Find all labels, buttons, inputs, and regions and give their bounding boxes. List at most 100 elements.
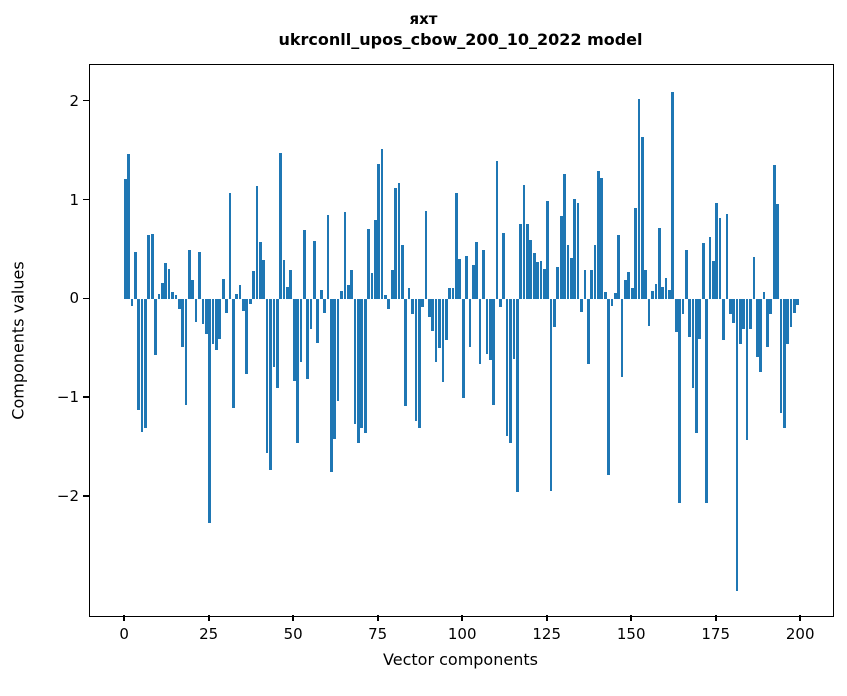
bar [313, 241, 316, 300]
bar [688, 299, 692, 338]
bar [269, 299, 272, 470]
bar [634, 208, 637, 300]
y-tick-mark [83, 495, 89, 498]
bar [201, 299, 205, 325]
bar [147, 235, 151, 300]
bar [597, 170, 600, 300]
y-tick-label: 1 [69, 190, 79, 209]
bar [384, 294, 387, 300]
bar [252, 270, 255, 300]
bar [681, 299, 685, 315]
bar [282, 259, 286, 300]
bar [211, 299, 215, 344]
bar [414, 299, 418, 422]
bar [735, 299, 739, 592]
bar [566, 245, 570, 300]
bar [492, 299, 495, 406]
bar [654, 283, 658, 300]
bar [167, 268, 171, 300]
x-axis-label: Vector components [383, 650, 538, 669]
bar [458, 258, 462, 300]
bar [417, 299, 421, 429]
bar [448, 287, 452, 300]
bar [573, 198, 577, 300]
bar [279, 153, 282, 300]
bar [725, 214, 729, 300]
bar [691, 299, 695, 389]
bar [275, 299, 279, 389]
bar [215, 299, 218, 350]
bar [742, 299, 746, 330]
y-tick-mark [83, 396, 89, 399]
x-tick-label: 175 [701, 625, 731, 643]
bar [346, 284, 350, 300]
x-tick-label: 50 [283, 625, 303, 643]
bar [363, 299, 367, 433]
bar [728, 299, 732, 315]
bar [553, 299, 556, 328]
bar [411, 299, 414, 315]
bar [319, 289, 323, 300]
bar [248, 299, 252, 305]
x-tick-label: 200 [785, 625, 815, 643]
bar [255, 185, 259, 300]
bar [769, 299, 773, 315]
bar [509, 299, 512, 443]
bar [400, 245, 404, 300]
plot-area [89, 64, 834, 617]
bar [174, 294, 178, 300]
bar [475, 242, 479, 300]
bar [333, 299, 337, 439]
x-tick-mark [207, 615, 210, 621]
bar [157, 293, 161, 300]
bar [624, 279, 627, 300]
bar [465, 255, 468, 300]
bar [485, 299, 489, 354]
bar [536, 261, 539, 300]
bar [323, 299, 326, 314]
bar [302, 230, 306, 300]
bar [711, 260, 715, 300]
bar [593, 245, 597, 300]
bar [208, 299, 211, 523]
bar [698, 299, 702, 339]
bar [640, 137, 644, 300]
bar [532, 252, 536, 300]
bar [580, 299, 583, 313]
bar [546, 200, 550, 300]
x-tick-mark [545, 615, 548, 621]
bar [444, 299, 448, 340]
bar [755, 299, 759, 357]
bar [191, 279, 195, 300]
bar [380, 149, 384, 300]
bar [123, 178, 127, 300]
bar [586, 299, 590, 364]
bar [539, 260, 543, 300]
bar [674, 299, 678, 333]
bar [559, 216, 563, 300]
bar [651, 290, 654, 300]
bar [563, 173, 566, 300]
bar [262, 259, 266, 300]
bar [759, 299, 762, 372]
bar [245, 299, 249, 374]
x-tick-mark [376, 615, 379, 621]
bar [377, 163, 381, 300]
bar [701, 243, 705, 300]
bar [796, 299, 800, 306]
bar [789, 299, 793, 328]
y-tick-mark [83, 198, 89, 201]
bar [434, 299, 438, 362]
bar [603, 291, 607, 300]
bar [431, 299, 435, 332]
bar [715, 203, 719, 300]
bar [181, 299, 184, 347]
bar [265, 299, 269, 453]
bar [451, 287, 455, 300]
x-tick-mark [292, 615, 295, 621]
bar [154, 299, 157, 355]
x-tick-label: 100 [447, 625, 477, 643]
bar [461, 299, 465, 399]
y-tick-mark [83, 99, 89, 102]
axes-title: ukrconll_upos_cbow_200_10_2022 model [278, 30, 643, 49]
